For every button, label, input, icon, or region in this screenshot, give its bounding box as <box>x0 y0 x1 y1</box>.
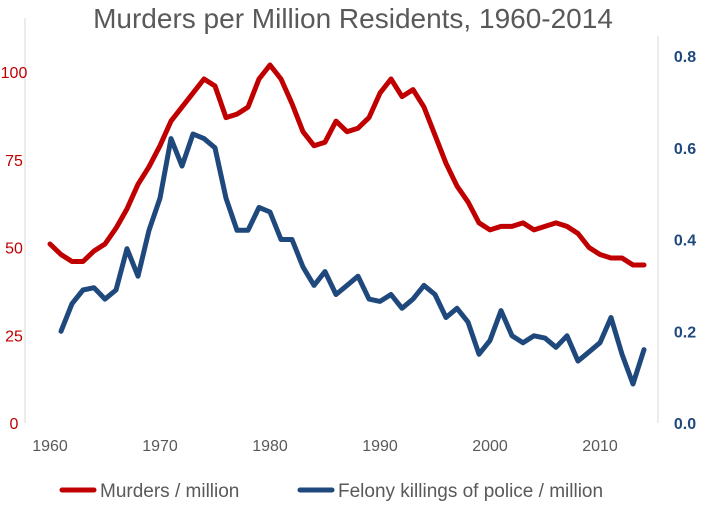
y-tick-label: 100 <box>1 65 28 82</box>
chart-title: Murders per Million Residents, 1960-2014 <box>93 3 613 34</box>
x-tick-label: 1990 <box>362 438 398 455</box>
x-tick-label: 2000 <box>472 438 508 455</box>
x-tick-label: 1970 <box>142 438 178 455</box>
y-tick-label: 75 <box>5 153 23 170</box>
y2-tick-label: 0.0 <box>674 416 696 433</box>
legend-label: Murders / million <box>100 481 239 502</box>
x-tick-label: 1960 <box>32 438 68 455</box>
x-tick-label: 1980 <box>252 438 288 455</box>
y2-tick-label: 0.6 <box>674 141 696 158</box>
y2-tick-label: 0.2 <box>674 324 696 341</box>
y-tick-label: 0 <box>10 416 19 433</box>
y2-tick-label: 0.4 <box>674 233 696 250</box>
legend-label: Felony killings of police / million <box>338 481 603 502</box>
series-line-police-killings <box>58 131 647 387</box>
y-tick-label: 25 <box>5 328 23 345</box>
y2-tick-label: 0.8 <box>674 49 696 66</box>
y-tick-label: 50 <box>5 241 23 258</box>
x-tick-label: 2010 <box>582 438 618 455</box>
series-line-murders <box>47 62 647 268</box>
